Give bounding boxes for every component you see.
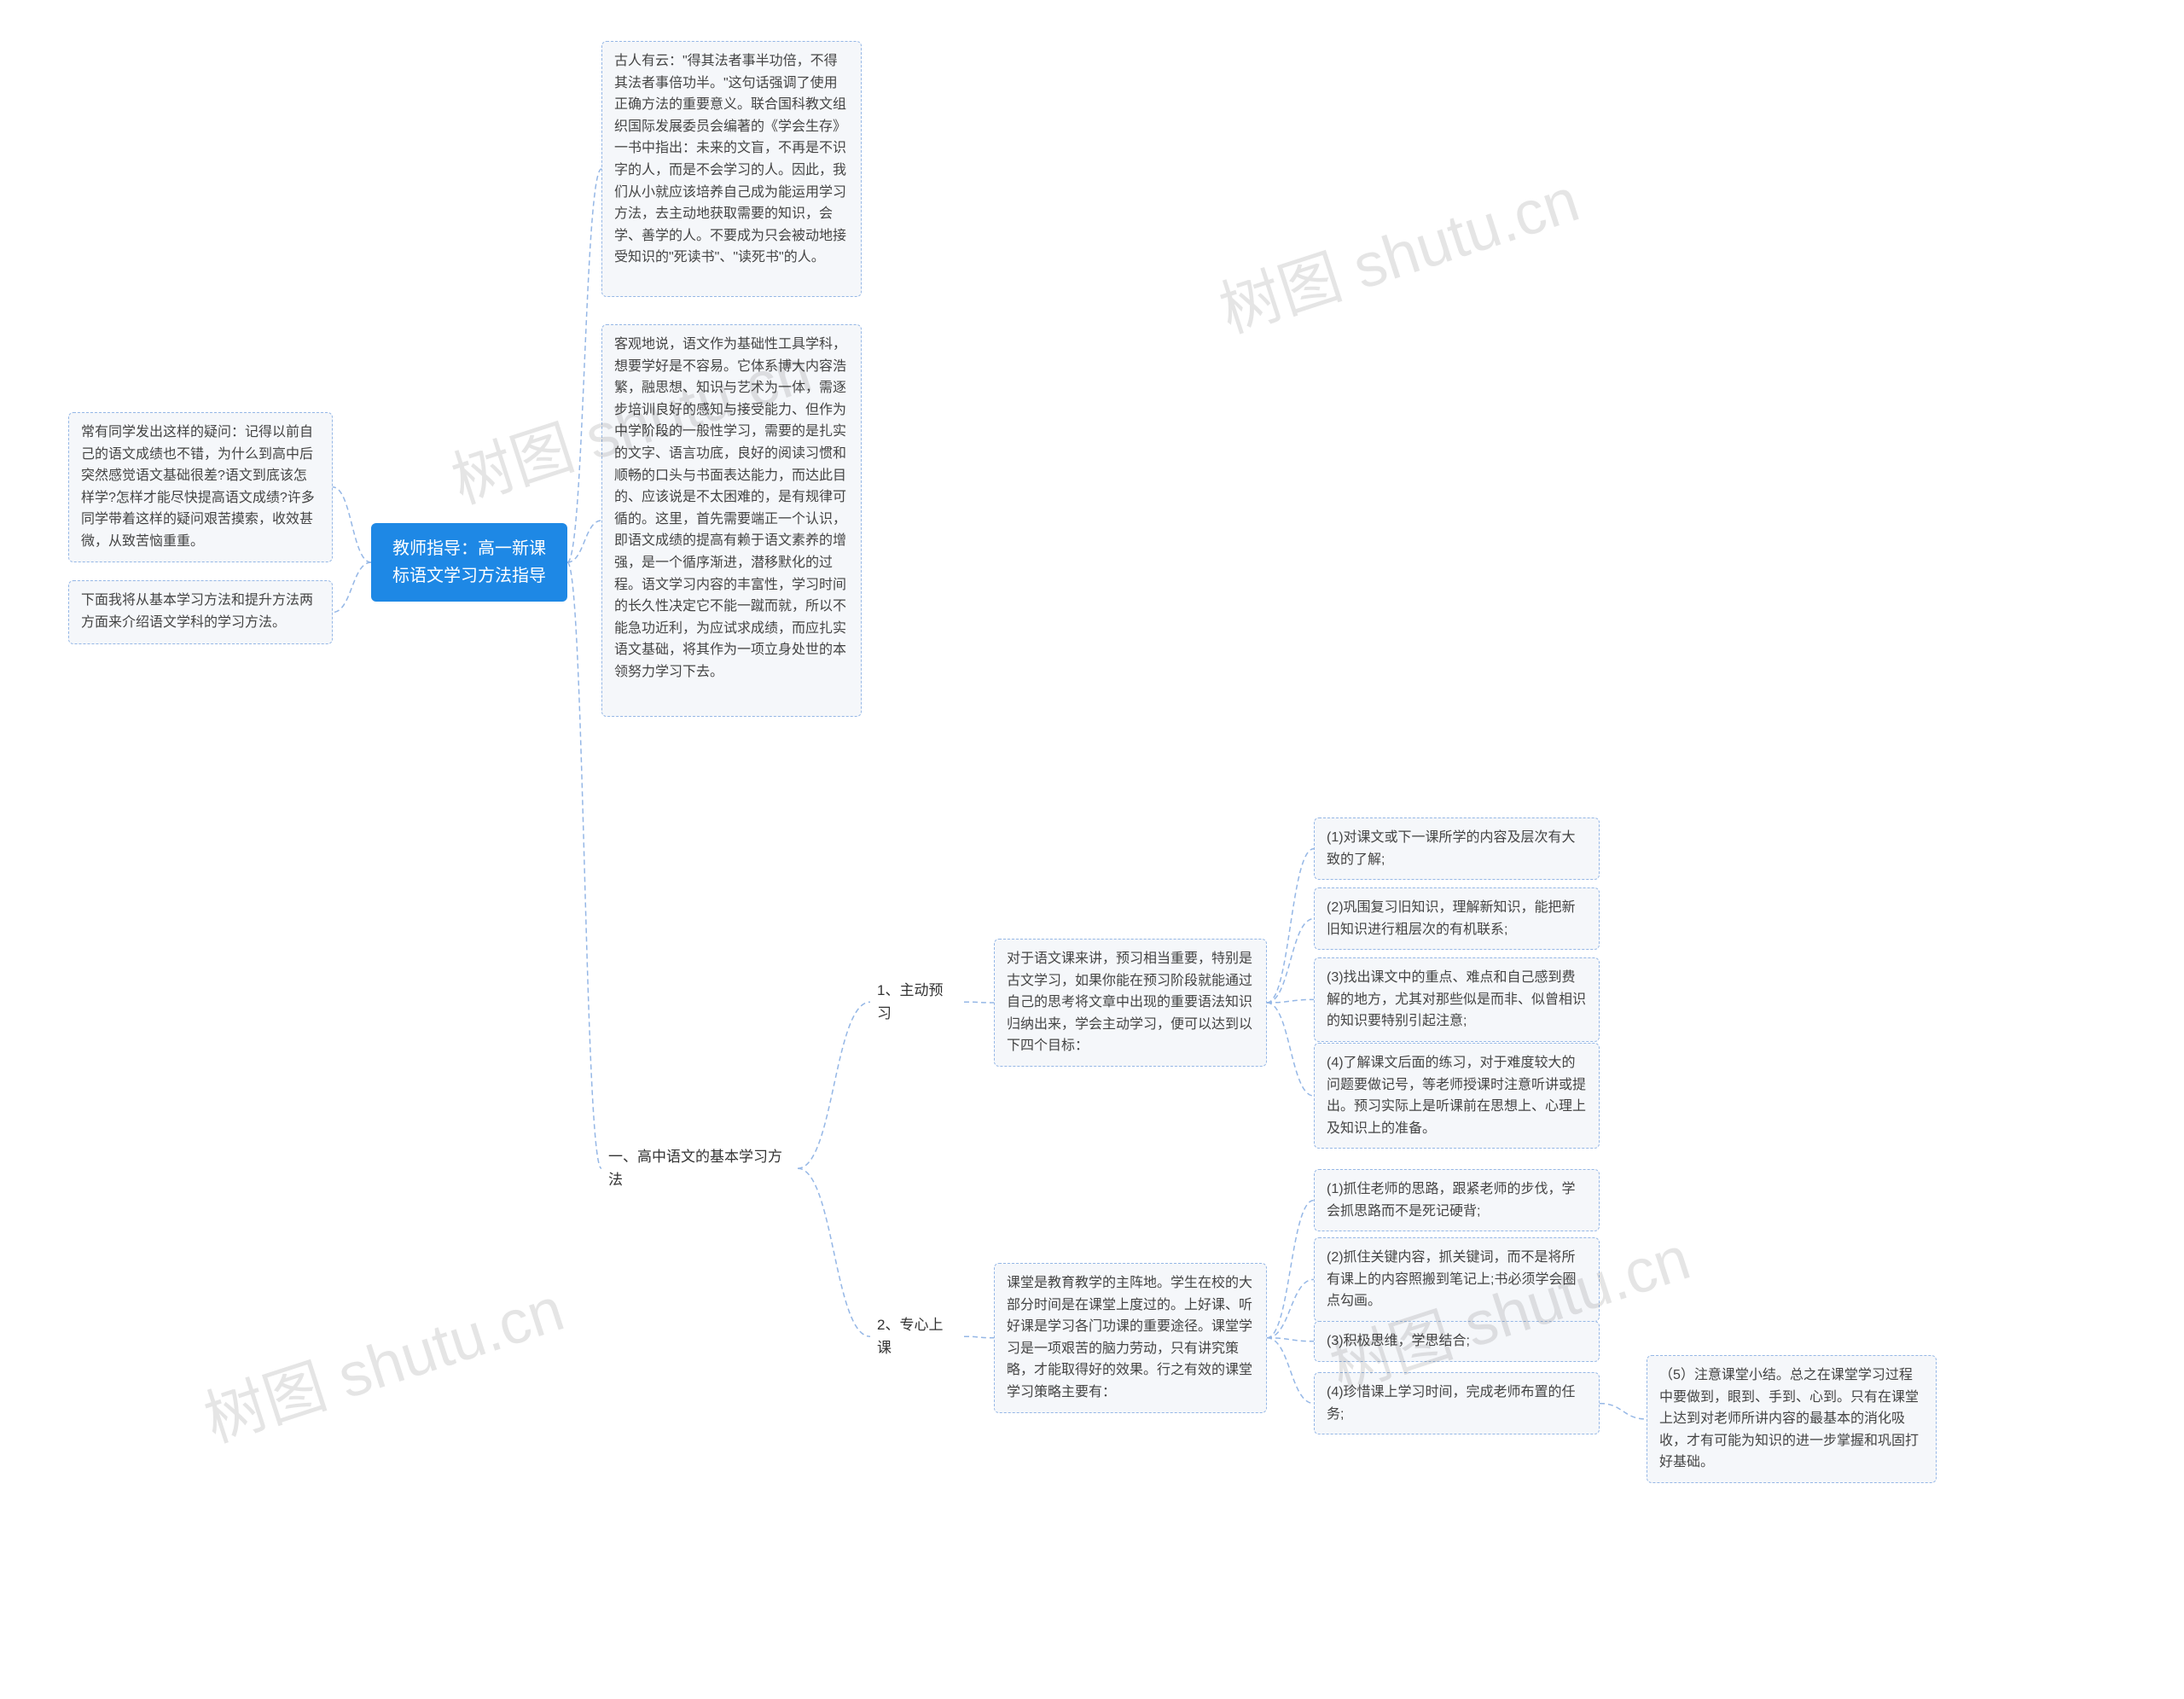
connector-r3-r3a [798,1002,870,1168]
node-r3a4: (4)了解课文后面的练习，对于难度较大的问题要做记号，等老师授课时注意听讲或提出… [1314,1043,1600,1149]
node-r3b2: (2)抓住关键内容，抓关键词，而不是将所有课上的内容照搬到笔记上;书必须学会圈点… [1314,1237,1600,1322]
node-r3b4: (4)珍惜课上学习时间，完成老师布置的任务; [1314,1372,1600,1434]
node-r3a2: (2)巩围复习旧知识，理解新知识，能把新旧知识进行粗层次的有机联系; [1314,887,1600,950]
connector-r3a-r3a_t [964,1002,994,1003]
connector-r3a_t-r3a1 [1267,849,1314,1003]
connector-r3b_t-r3b2 [1267,1279,1314,1337]
connector-root-r1 [567,169,601,562]
node-r1: 古人有云："得其法者事半功倍，不得其法者事倍功半。"这句话强调了使用正确方法的重… [601,41,862,297]
node-r3a1: (1)对课文或下一课所学的内容及层次有大致的了解; [1314,817,1600,880]
node-left2: 下面我将从基本学习方法和提升方法两方面来介绍语文学科的学习方法。 [68,580,333,644]
node-r3b5: （5）注意课堂小结。总之在课堂学习过程中要做到，眼到、手到、心到。只有在课堂上达… [1647,1355,1937,1483]
watermark: 树图 shutu.cn [1206,149,1588,350]
connector-r3a_t-r3a4 [1267,1003,1314,1096]
node-left1: 常有同学发出这样的疑问：记得以前自己的语文成绩也不错，为什么到高中后突然感觉语文… [68,412,333,562]
node-r3a_t: 对于语文课来讲，预习相当重要，特别是古文学习，如果你能在预习阶段就能通过自己的思… [994,939,1267,1067]
connector-root-r2 [567,521,601,562]
connector-r3-r3b [798,1168,870,1336]
connector-root-left1 [333,487,371,562]
node-r3a: 1、主动预习 [870,975,964,1028]
connector-r3b-r3b_t [964,1336,994,1338]
connector-r3b_t-r3b4 [1267,1338,1314,1404]
connector-root-r3 [567,562,601,1168]
node-r2: 客观地说，语文作为基础性工具学科，想要学好是不容易。它体系博大内容浩繁，融思想、… [601,324,862,717]
connector-r3b_t-r3b3 [1267,1338,1314,1341]
connector-root-left2 [333,562,371,613]
node-r3a3: (3)找出课文中的重点、难点和自己感到费解的地方，尤其对那些似是而非、似曾相识的… [1314,957,1600,1042]
connector-r3a_t-r3a3 [1267,999,1314,1003]
mindmap-canvas: 教师指导：高一新课标语文学习方法指导常有同学发出这样的疑问：记得以前自己的语文成… [0,0,2184,1699]
node-r3b: 2、专心上课 [870,1310,964,1363]
node-r3b_t: 课堂是教育教学的主阵地。学生在校的大部分时间是在课堂上度过的。上好课、听好课是学… [994,1263,1267,1413]
node-root: 教师指导：高一新课标语文学习方法指导 [371,523,567,602]
connector-r3b4-r3b5 [1600,1404,1647,1419]
node-r3b3: (3)积极思维，学思结合; [1314,1321,1600,1362]
node-r3: 一、高中语文的基本学习方法 [601,1142,798,1195]
connector-r3b_t-r3b1 [1267,1201,1314,1338]
connector-r3a_t-r3a2 [1267,919,1314,1003]
node-r3b1: (1)抓住老师的思路，跟紧老师的步伐，学会抓思路而不是死记硬背; [1314,1169,1600,1231]
watermark: 树图 shutu.cn [191,1259,572,1459]
